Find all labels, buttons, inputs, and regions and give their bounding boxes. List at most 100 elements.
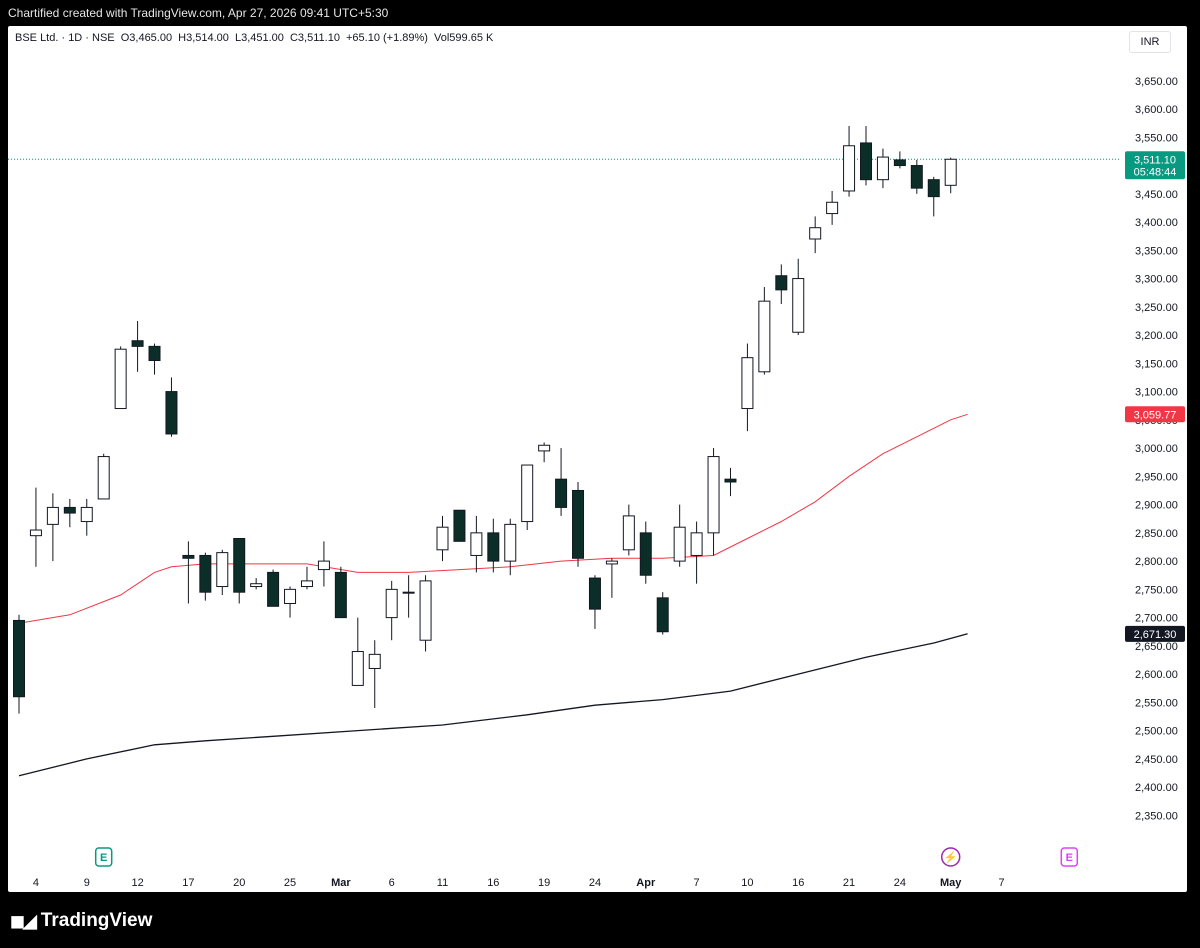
y-tick-label: 3,600.00	[1135, 104, 1178, 116]
candle-body[interactable]	[487, 532, 500, 562]
x-tick-label: 7	[694, 877, 700, 889]
candle-body[interactable]	[13, 619, 25, 698]
candle-body[interactable]	[843, 145, 856, 192]
price-label-badge	[1125, 406, 1185, 423]
event-marker-icon[interactable]	[940, 847, 961, 867]
candle-body[interactable]	[792, 278, 805, 333]
currency-button[interactable]: INR	[1129, 31, 1171, 53]
x-tick-label: 4	[33, 877, 39, 889]
candle-body[interactable]	[199, 554, 212, 593]
x-tick-label: 16	[487, 877, 499, 889]
price-label-badge	[1125, 625, 1185, 642]
candle-body[interactable]	[80, 506, 93, 523]
candle-body[interactable]	[775, 275, 788, 291]
candle-body[interactable]	[622, 515, 635, 551]
candle-body[interactable]	[555, 478, 568, 508]
y-tick-label: 3,200.00	[1135, 330, 1178, 342]
legend-low: L3,451.00	[234, 32, 284, 44]
x-tick-label: 12	[131, 877, 143, 889]
candle-body[interactable]	[809, 227, 822, 240]
y-tick-label: 3,000.00	[1135, 443, 1178, 455]
candle-body[interactable]	[165, 391, 178, 435]
candle-body[interactable]	[690, 532, 703, 556]
candle-body[interactable]	[436, 526, 449, 551]
candle-body[interactable]	[605, 560, 618, 565]
candle-body[interactable]	[724, 478, 737, 483]
candle-body[interactable]	[538, 444, 551, 452]
event-marker-glyph: E	[1066, 852, 1073, 864]
candle-body[interactable]	[97, 456, 110, 500]
candle-body[interactable]	[114, 348, 127, 410]
candle-body[interactable]	[673, 526, 686, 562]
candle-body[interactable]	[233, 538, 246, 593]
y-tick-label: 2,450.00	[1135, 754, 1178, 766]
candle-body[interactable]	[63, 506, 76, 514]
candle-body[interactable]	[29, 529, 42, 537]
y-tick-label: 3,350.00	[1135, 245, 1178, 257]
y-tick-label: 2,650.00	[1135, 641, 1178, 653]
moving-average-slow-line	[18, 633, 968, 777]
candle-body[interactable]	[46, 506, 59, 525]
candle-body[interactable]	[876, 156, 889, 181]
y-tick-label: 3,550.00	[1135, 132, 1178, 144]
earnings-marker-icon[interactable]	[1060, 847, 1079, 867]
x-tick-label: May	[940, 877, 962, 889]
y-tick-label: 2,800.00	[1135, 556, 1178, 568]
y-tick-label: 3,400.00	[1135, 217, 1178, 229]
candle-body[interactable]	[893, 159, 906, 167]
candle-body[interactable]	[131, 340, 144, 347]
candle-body[interactable]	[368, 653, 381, 669]
candle-body[interactable]	[351, 651, 364, 686]
event-marker-glyph: ⚡	[944, 851, 958, 864]
candle-body[interactable]	[639, 532, 652, 576]
x-tick-label: 24	[589, 877, 601, 889]
candle-body[interactable]	[402, 591, 415, 594]
candle-body[interactable]	[944, 158, 957, 186]
candle-body[interactable]	[267, 571, 280, 607]
candle-body[interactable]	[504, 523, 517, 562]
y-tick-label: 2,400.00	[1135, 782, 1178, 794]
y-tick-label: 2,350.00	[1135, 810, 1178, 822]
candle-body[interactable]	[300, 580, 313, 588]
legend-volume: Vol599.65 K	[434, 32, 494, 44]
event-marker-glyph: E	[100, 852, 107, 864]
candle-body[interactable]	[656, 597, 669, 633]
chart-panel[interactable]: 2,350.00 2,400.00 2,450.00 2,500.00 2,550.00…	[8, 26, 1187, 892]
x-tick-label: 10	[741, 877, 753, 889]
candle-body[interactable]	[334, 571, 347, 619]
candle-body[interactable]	[182, 554, 195, 559]
candle-body[interactable]	[910, 165, 923, 189]
candle-body[interactable]	[419, 580, 432, 641]
candle-body[interactable]	[521, 464, 534, 523]
moving-average-fast-line	[18, 413, 968, 624]
candle-body[interactable]	[453, 509, 466, 542]
chart-caption: Chartified created with TradingView.com,…	[8, 6, 389, 20]
y-tick-label: 2,700.00	[1135, 613, 1178, 625]
candle-body[interactable]	[826, 201, 839, 215]
candle-body[interactable]	[385, 588, 398, 619]
candlestick-chart[interactable]: 2,350.00 2,400.00 2,450.00 2,500.00 2,550.00…	[8, 26, 1187, 892]
candle-body[interactable]	[317, 560, 330, 571]
candle-body[interactable]	[284, 588, 297, 604]
ohlc-legend: BSE Ltd. · 1D · NSE O3,465.00 H3,514.00 …	[15, 32, 496, 44]
candle-body[interactable]	[758, 300, 771, 373]
candle-body[interactable]	[741, 357, 754, 410]
legend-close: C3,511.10	[289, 32, 340, 44]
y-tick-label: 3,300.00	[1135, 274, 1178, 286]
candle-body[interactable]	[148, 345, 161, 361]
y-tick-label: 3,150.00	[1135, 358, 1178, 370]
x-tick-label: Mar	[331, 877, 351, 889]
candle-body[interactable]	[860, 142, 872, 181]
candle-body[interactable]	[927, 179, 940, 198]
countdown-label: 05:48:44	[1134, 166, 1177, 178]
y-tick-label: 2,550.00	[1135, 697, 1178, 709]
candle-body[interactable]	[572, 489, 585, 559]
candle-body[interactable]	[470, 532, 483, 556]
x-tick-label: Apr	[636, 877, 656, 889]
candle-body[interactable]	[588, 577, 601, 610]
earnings-marker-icon[interactable]	[94, 847, 113, 867]
candle-body[interactable]	[707, 456, 720, 534]
candle-body[interactable]	[216, 552, 229, 588]
candle-body[interactable]	[250, 583, 263, 588]
y-tick-label: 3,650.00	[1135, 76, 1178, 88]
